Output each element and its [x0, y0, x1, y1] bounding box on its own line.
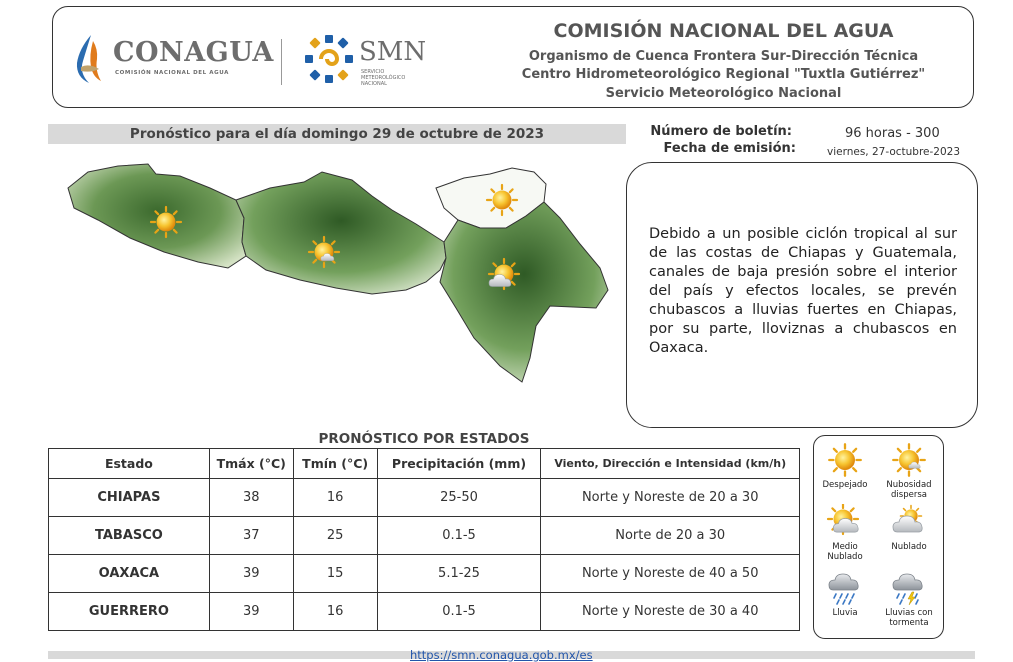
cell-precip: 0.1-5 — [376, 592, 542, 631]
cell-tmax: 39 — [208, 592, 294, 631]
smn-website-link[interactable]: https://smn.conagua.gob.mx/es — [410, 648, 593, 662]
sun-icon — [828, 443, 862, 477]
cell-precip: 25-50 — [376, 478, 542, 517]
col-header-estado: Estado — [48, 448, 210, 479]
table-header-row: Estado Tmáx (°C) Tmín (°C) Precipitación… — [48, 448, 800, 479]
header-box: CONAGUA COMISIÓN NACIONAL DEL AGUA SMN S… — [52, 6, 974, 108]
state-forecast-title: PRONÓSTICO POR ESTADOS — [318, 431, 530, 447]
map-icon-tabasco-sun-icon — [485, 183, 519, 217]
forecast-description-box: Debido a un posible ciclón tropical al s… — [626, 162, 978, 428]
smn-emblem-icon — [305, 35, 353, 83]
cell-tmin: 15 — [292, 554, 378, 593]
bulletin-number-label: Número de boletín: — [650, 124, 792, 139]
sun-partly-cloudy-icon — [826, 504, 860, 536]
cell-wind: Norte de 20 a 30 — [540, 516, 800, 555]
forecast-date-bar: Pronóstico para el día domingo 29 de oct… — [48, 124, 626, 144]
cell-tmax: 37 — [208, 516, 294, 555]
map-region-guerrero — [67, 163, 247, 269]
state-forecast-table: Estado Tmáx (°C) Tmín (°C) Precipitación… — [48, 448, 800, 631]
header-title: COMISIÓN NACIONAL DEL AGUA — [553, 20, 894, 42]
weather-legend: Despejado Nubosidad dispersa Medio Nubla… — [813, 435, 944, 639]
logo-divider — [281, 39, 282, 85]
emission-date-label: Fecha de emisión: — [663, 141, 796, 156]
forecast-date: Pronóstico para el día domingo 29 de oct… — [129, 126, 545, 142]
header-line-organismo: Organismo de Cuenca Frontera Sur-Direcci… — [528, 49, 919, 64]
smn-logo: SMN SERVICIO METEOROLÓGICO NACIONAL — [303, 33, 443, 91]
table-row: GUERRERO 39 16 0.1-5 Norte y Noreste de … — [48, 592, 800, 631]
legend-item-lluvia: Lluvia — [814, 570, 876, 618]
conagua-logo-text: CONAGUA — [113, 37, 274, 68]
header-line-servicio: Servicio Meteorológico Nacional — [605, 86, 842, 101]
legend-item-lluvias-con-tormenta: Lluvias con tormenta — [878, 570, 940, 628]
sun-scattered-clouds-icon — [892, 443, 926, 477]
header-line-centro: Centro Hidrometeorológico Regional "Tuxt… — [521, 67, 926, 82]
cell-precip: 0.1-5 — [376, 516, 542, 555]
col-header-precipitacion: Precipitación (mm) — [376, 448, 542, 479]
cell-state: OAXACA — [48, 554, 210, 593]
legend-item-nubosidad-dispersa: Nubosidad dispersa — [878, 442, 940, 500]
table-row: TABASCO 37 25 0.1-5 Norte de 20 a 30 — [48, 516, 800, 555]
map-region-chiapas — [439, 201, 609, 383]
cell-state: TABASCO — [48, 516, 210, 555]
regional-forecast-map — [67, 163, 609, 383]
cell-state: CHIAPAS — [48, 478, 210, 517]
col-header-viento: Viento, Dirección e Intensidad (km/h) — [540, 448, 800, 479]
cell-precip: 5.1-25 — [376, 554, 542, 593]
legend-item-despejado: Despejado — [814, 442, 876, 490]
forecast-description-text: Debido a un posible ciclón tropical al s… — [649, 226, 957, 356]
cell-tmax: 38 — [208, 478, 294, 517]
footer-bar — [48, 651, 975, 659]
rain-icon — [828, 573, 859, 605]
map-icon-guerrero-sun-icon — [149, 205, 183, 239]
cloudy-icon — [892, 504, 923, 533]
legend-item-nublado: Nublado — [878, 504, 940, 552]
cell-tmin: 25 — [292, 516, 378, 555]
table-row: OAXACA 39 15 5.1-25 Norte y Noreste de 4… — [48, 554, 800, 593]
legend-item-medio-nublado: Medio Nublado — [814, 504, 876, 562]
col-header-tmax: Tmáx (°C) — [208, 448, 294, 479]
conagua-logo: CONAGUA COMISIÓN NACIONAL DEL AGUA — [69, 33, 273, 87]
cell-tmin: 16 — [292, 592, 378, 631]
cell-wind: Norte y Noreste de 40 a 50 — [540, 554, 800, 593]
cell-tmax: 39 — [208, 554, 294, 593]
col-header-tmin: Tmín (°C) — [292, 448, 378, 479]
emission-date-value: viernes, 27-octubre-2023 — [827, 146, 961, 158]
cell-state: GUERRERO — [48, 592, 210, 631]
conagua-logo-subtitle: COMISIÓN NACIONAL DEL AGUA — [115, 70, 229, 76]
table-row: CHIAPAS 38 16 25-50 Norte y Noreste de 2… — [48, 478, 800, 517]
smn-logo-text: SMN — [359, 37, 427, 67]
map-region-oaxaca — [235, 171, 447, 295]
smn-logo-subtitle: SERVICIO METEOROLÓGICO NACIONAL — [361, 69, 406, 87]
conagua-emblem-icon — [76, 35, 101, 83]
cell-wind: Norte y Noreste de 20 a 30 — [540, 478, 800, 517]
thunderstorm-icon — [892, 573, 923, 606]
cell-wind: Norte y Noreste de 30 a 40 — [540, 592, 800, 631]
map-icon-oaxaca-sun-scattered-clouds-icon — [307, 235, 341, 269]
map-icon-chiapas-sun-partly-cloudy-icon — [487, 257, 521, 291]
cell-tmin: 16 — [292, 478, 378, 517]
bulletin-number-value: 96 horas - 300 — [845, 126, 940, 141]
